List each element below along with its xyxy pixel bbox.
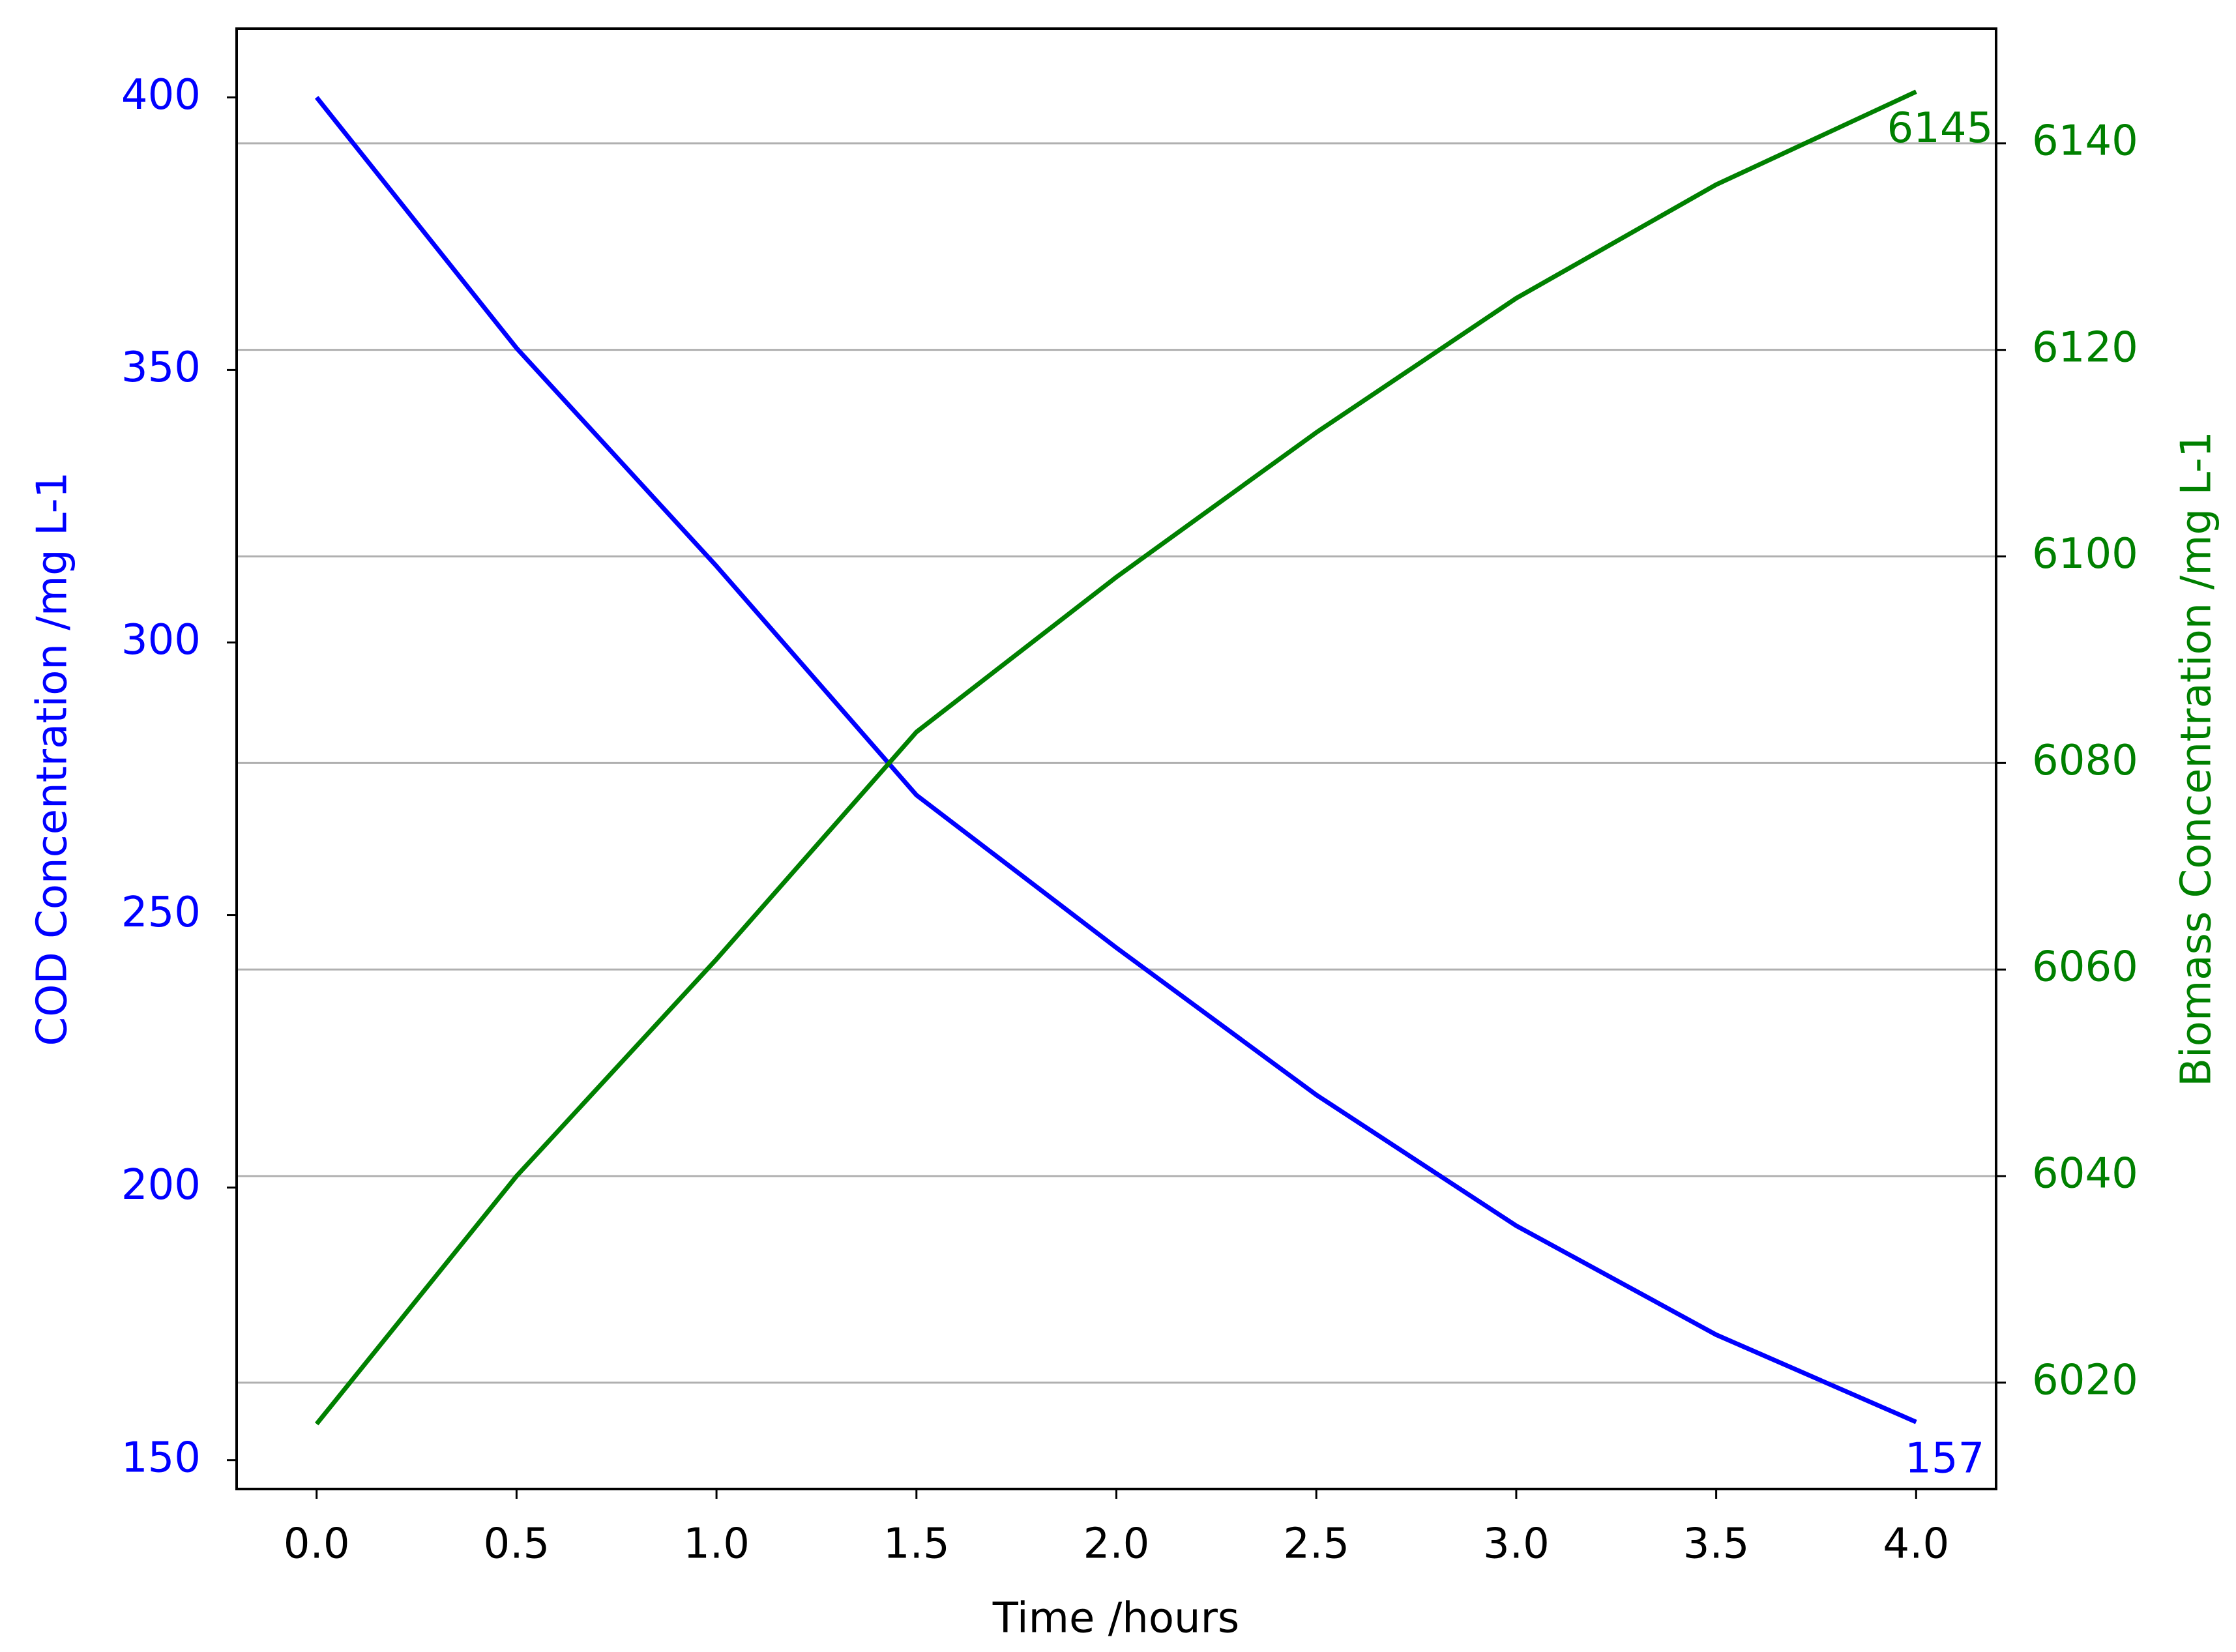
y2-tick-label: 6060 <box>2032 943 2138 992</box>
x-tick-label: 0.5 <box>483 1520 550 1569</box>
x-tick-label: 3.0 <box>1483 1520 1550 1569</box>
x-tick-label: 1.5 <box>883 1520 950 1569</box>
y2-tick-label: 6120 <box>2032 323 2138 372</box>
y2-tick-label: 6040 <box>2032 1150 2138 1198</box>
y-tick-label: 250 <box>121 889 201 937</box>
y-tick-label: 350 <box>121 344 201 392</box>
x-tick-label: 2.5 <box>1283 1520 1349 1569</box>
y-tick-label: 150 <box>121 1434 201 1482</box>
x-tick-label: 3.5 <box>1683 1520 1750 1569</box>
y2-tick-label: 6140 <box>2032 117 2138 165</box>
x-tick-label: 0.0 <box>284 1520 350 1569</box>
y2-tick-label: 6080 <box>2032 737 2138 785</box>
y-tick-label: 300 <box>121 616 201 664</box>
x-tick-label: 4.0 <box>1883 1520 1949 1569</box>
y-axis-label: COD Concentration /mg L-1 <box>29 472 77 1046</box>
y2-axis-label: Biomass Concentration /mg L-1 <box>2173 431 2221 1087</box>
y2-tick-label: 6020 <box>2032 1356 2138 1404</box>
annotation: 157 <box>1905 1435 1984 1483</box>
x-tick-label: 2.0 <box>1083 1520 1150 1569</box>
x-tick-label: 1.0 <box>683 1520 750 1569</box>
y-tick-label: 400 <box>121 71 201 119</box>
plot-frame <box>235 27 1997 1490</box>
line-series <box>314 89 1917 1426</box>
y2-tick-label: 6100 <box>2032 530 2138 578</box>
y-tick-label: 200 <box>121 1161 201 1209</box>
line-series <box>314 96 1917 1424</box>
x-axis-label: Time /hours <box>992 1595 1239 1643</box>
annotation: 6145 <box>1887 104 1993 153</box>
